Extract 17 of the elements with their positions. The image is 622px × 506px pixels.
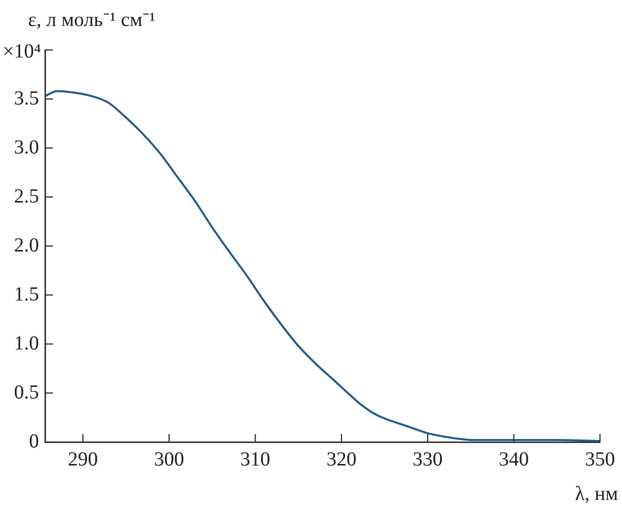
x-tick-label: 350 (585, 448, 615, 470)
y-axis-title: ε, л моль⁻¹ см⁻¹ ×10⁴ (2, 9, 156, 62)
x-tick-label: 290 (68, 448, 98, 470)
y-tick-label: 1.5 (14, 283, 39, 306)
y-tick-label: 0.5 (14, 381, 39, 404)
x-tick-label: 330 (412, 448, 443, 470)
y-tick-label: 0 (29, 430, 39, 452)
y-tick-label: 1.0 (14, 332, 39, 354)
y-tick-label: 2.5 (14, 185, 39, 208)
y-tick-label: 3.0 (14, 136, 39, 158)
x-tick-label: 320 (326, 448, 356, 470)
x-tick-label: 340 (498, 448, 529, 470)
y-tick-label: 2.0 (14, 234, 39, 256)
x-tick-label: 300 (154, 448, 184, 470)
x-tick-label: 310 (240, 448, 270, 470)
y-tick-label: 3.5 (14, 87, 39, 110)
x-axis-title: λ, нм (574, 483, 618, 505)
